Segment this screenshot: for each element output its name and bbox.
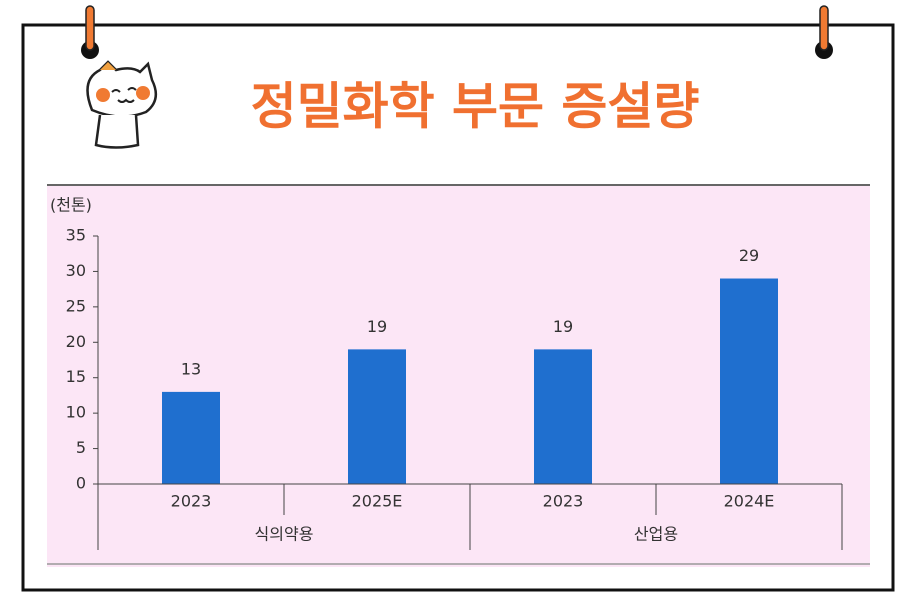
x-tick-label: 2025E	[352, 492, 403, 511]
y-tick-label: 5	[76, 438, 86, 457]
binder-rings	[81, 5, 833, 59]
y-tick-label: 30	[66, 261, 86, 280]
bar	[162, 391, 220, 484]
value-label: 19	[367, 317, 387, 336]
value-label: 19	[553, 317, 573, 336]
cat-icon	[86, 60, 158, 149]
group-label: 식의약용	[255, 525, 314, 544]
bar	[534, 349, 592, 484]
y-tick-label: 35	[66, 226, 86, 245]
group-label: 산업용	[634, 525, 678, 544]
value-label: 29	[739, 246, 759, 265]
y-tick-label: 20	[66, 332, 86, 351]
y-tick-label: 25	[66, 296, 86, 315]
y-tick-label: 15	[66, 367, 86, 386]
y-tick-label: 0	[76, 474, 86, 493]
value-label: 13	[181, 359, 201, 378]
x-tick-label: 2023	[543, 492, 584, 511]
bar	[348, 349, 406, 484]
bar	[720, 278, 778, 484]
chart-title: 정밀화학 부문 증설량	[251, 78, 700, 136]
x-tick-label: 2023	[171, 492, 212, 511]
y-tick-label: 10	[66, 403, 86, 422]
y-axis-label: (천톤)	[50, 196, 92, 215]
x-tick-label: 2024E	[724, 492, 775, 511]
